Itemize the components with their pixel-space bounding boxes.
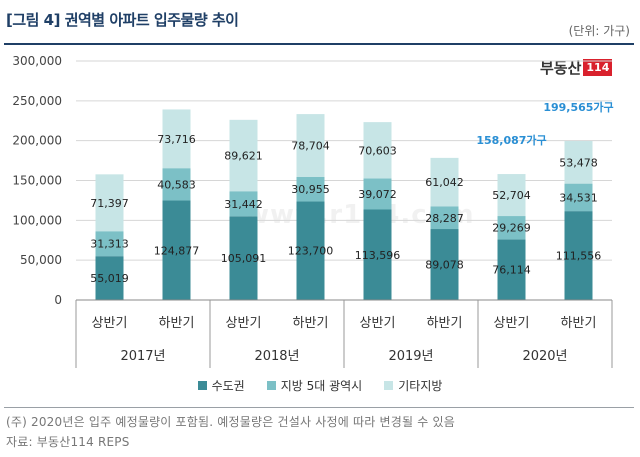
y-tick-label: 200,000	[12, 134, 62, 148]
x-tick-label: 상반기	[360, 316, 396, 331]
legend-item-metro: 지방 5대 광역시	[266, 377, 363, 394]
total-label: 158,087가구	[476, 133, 546, 147]
y-tick-label: 0	[54, 293, 62, 307]
data-label: 89,621	[224, 150, 263, 163]
footnote: (주) 2020년은 입주 예정물량이 포함됨. 예정물량은 건설사 사정에 따…	[6, 415, 455, 429]
brand-number: 114	[583, 59, 613, 76]
bar-segment	[296, 114, 325, 177]
data-label: 124,877	[154, 244, 200, 257]
notes-divider	[4, 407, 634, 408]
chart-title: [그림 4] 권역별 아파트 입주물량 추이	[6, 11, 239, 29]
legend-swatch-other	[384, 381, 394, 390]
bar-segment	[497, 174, 526, 217]
data-label: 28,287	[425, 212, 464, 225]
data-label: 39,072	[358, 188, 397, 201]
group-label: 2017년	[120, 349, 165, 364]
legend-item-capital: 수도권	[197, 377, 245, 394]
bar-segment	[363, 209, 392, 300]
bar-segment	[95, 256, 124, 300]
bar-segment	[430, 206, 459, 230]
bar-segment	[229, 216, 258, 300]
data-label: 73,716	[157, 133, 196, 146]
x-tick-label: 하반기	[427, 316, 463, 331]
bar-segment	[229, 191, 258, 217]
x-axis: 상반기 하반기 상반기 하반기 상반기 하반기 상반기 하반기 2017년 2018년 2019년 2…	[75, 299, 613, 368]
data-label: 76,114	[492, 264, 531, 277]
bar-segment	[95, 174, 124, 232]
legend-swatch-metro	[266, 381, 276, 390]
data-label: 30,955	[291, 183, 330, 196]
x-tick-label: 하반기	[159, 316, 195, 331]
data-label: 31,313	[90, 238, 129, 251]
brand-logo: 부동산 114	[540, 57, 613, 78]
bar-segment	[296, 176, 325, 202]
legend-swatch-capital	[197, 381, 207, 390]
bar-segment	[296, 201, 325, 300]
data-label: 89,078	[425, 259, 464, 272]
bar-segment	[162, 200, 191, 300]
y-tick-label: 50,000	[20, 253, 62, 267]
unit-label: (단위: 가구)	[568, 24, 630, 38]
group-label: 2019년	[388, 349, 433, 364]
data-label: 78,704	[291, 139, 330, 152]
bar-segment	[430, 229, 459, 300]
title-divider	[4, 43, 634, 45]
data-label: 52,704	[492, 189, 531, 202]
bar-segment	[162, 168, 191, 201]
x-tick-label: 상반기	[494, 316, 530, 331]
data-label: 113,596	[355, 249, 401, 262]
data-label: 61,042	[425, 176, 464, 189]
y-tick-label: 250,000	[12, 94, 62, 108]
data-label: 123,700	[288, 245, 334, 258]
x-tick-label: 상반기	[226, 316, 262, 331]
bar-segment	[564, 183, 593, 212]
brand-name: 부동산	[540, 59, 582, 77]
data-label: 40,583	[157, 178, 196, 191]
data-label: 71,397	[90, 197, 129, 210]
x-tick-label: 하반기	[293, 316, 329, 331]
bar-segment	[430, 157, 459, 207]
y-tick-label: 150,000	[12, 174, 62, 188]
total-label: 199,565가구	[543, 100, 613, 114]
y-tick-label: 100,000	[12, 213, 62, 227]
data-label: 34,531	[559, 191, 598, 204]
data-label: 53,478	[559, 156, 598, 169]
bar-segment	[229, 119, 258, 192]
legend-item-other: 기타지방	[384, 377, 442, 394]
legend-label-metro: 지방 5대 광역시	[280, 379, 363, 393]
legend: 수도권 지방 5대 광역시 기타지방	[0, 377, 640, 394]
bar-segment	[162, 109, 191, 169]
bar-segment	[564, 141, 593, 184]
data-label: 29,269	[492, 222, 531, 235]
bar-segment	[497, 239, 526, 300]
y-axis: 0 50,000 100,000 150,000 200,000 250,000 300,0…	[12, 54, 62, 307]
y-gridlines	[76, 60, 612, 261]
x-tick-label: 상반기	[92, 316, 128, 331]
data-label: 70,603	[358, 144, 397, 157]
x-tick-label: 하반기	[561, 316, 597, 331]
y-tick-label: 300,000	[12, 54, 62, 68]
bar-segment	[363, 178, 392, 210]
group-label: 2020년	[522, 349, 567, 364]
bars: 55,019 31,313 71,397 124,877 40,583 73,716 105…	[90, 100, 614, 300]
data-label: 55,019	[90, 272, 129, 285]
legend-label-other: 기타지방	[398, 379, 443, 393]
data-label: 111,556	[556, 250, 602, 263]
bar-segment	[95, 231, 124, 257]
bar-segment	[363, 122, 392, 179]
bar-segment	[564, 211, 593, 300]
data-label: 31,442	[224, 198, 263, 211]
bar-segment	[497, 216, 526, 240]
data-label: 105,091	[221, 252, 267, 265]
legend-label-capital: 수도권	[211, 379, 245, 393]
source-note: 자료: 부동산114 REPS	[6, 435, 130, 449]
group-label: 2018년	[254, 349, 299, 364]
